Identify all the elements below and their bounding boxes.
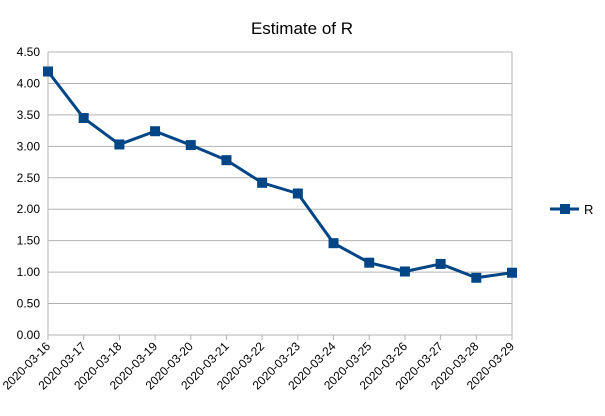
data-point xyxy=(114,139,125,150)
y-tick-label: 0.00 xyxy=(17,328,41,342)
legend: R xyxy=(550,202,593,217)
y-tick-label: 0.50 xyxy=(17,297,41,311)
data-point xyxy=(328,238,339,249)
x-axis-ticks: 2020-03-162020-03-172020-03-182020-03-19… xyxy=(0,335,517,393)
y-tick-label: 3.50 xyxy=(17,108,41,122)
legend-marker xyxy=(560,204,570,214)
data-point xyxy=(150,126,161,137)
data-point xyxy=(399,266,410,277)
data-point xyxy=(43,66,53,77)
series-line xyxy=(46,70,513,280)
y-tick-label: 1.50 xyxy=(17,234,41,248)
grid-lines xyxy=(47,51,513,336)
data-point xyxy=(292,188,303,199)
y-tick-label: 3.00 xyxy=(17,139,41,153)
data-point xyxy=(471,272,482,283)
data-point xyxy=(221,155,232,166)
y-tick-label: 4.00 xyxy=(17,76,41,90)
y-axis-ticks: 0.00 0.50 1.00 1.50 2.00 2.50 3.00 3.50 4.00 4.50 xyxy=(17,45,41,342)
y-tick-label: 2.00 xyxy=(17,202,41,216)
data-point xyxy=(435,258,446,269)
data-point xyxy=(257,177,268,188)
y-tick-label: 1.00 xyxy=(17,265,41,279)
data-point xyxy=(507,267,517,278)
chart-title: Estimate of R xyxy=(251,19,353,38)
y-tick-label: 2.50 xyxy=(17,171,41,185)
data-point xyxy=(364,257,375,268)
legend-label-r: R xyxy=(584,202,593,217)
series-r xyxy=(43,66,517,283)
data-point xyxy=(78,113,89,124)
y-tick-label: 4.50 xyxy=(17,45,41,59)
data-point xyxy=(185,140,196,151)
